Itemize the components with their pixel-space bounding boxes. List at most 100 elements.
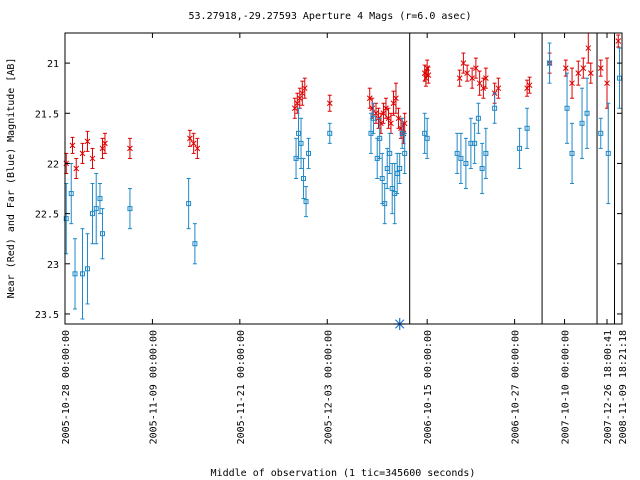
square-marker [303, 199, 309, 205]
data-point [298, 117, 304, 169]
data-point [389, 162, 395, 215]
data-point [547, 42, 553, 84]
square-marker [301, 176, 307, 181]
square-marker [598, 130, 604, 136]
x-marker [301, 85, 308, 92]
data-point [597, 59, 604, 77]
square-marker [186, 201, 192, 207]
square-marker [517, 145, 523, 151]
x-tick-label: 2007-12-26 18:00:41 [603, 330, 614, 444]
data-point [377, 117, 383, 159]
x-marker [395, 115, 402, 122]
data-point [562, 59, 569, 77]
data-point [617, 47, 623, 109]
data-point [299, 80, 306, 106]
data-point [293, 137, 299, 179]
data-point [99, 208, 105, 260]
data-point [385, 107, 392, 129]
square-marker [127, 206, 133, 212]
data-point [480, 77, 487, 99]
x-marker [84, 138, 91, 145]
series-0 [63, 32, 622, 179]
x-tick-label: 2006-10-15 00:00:00 [423, 330, 434, 444]
data-point [517, 127, 523, 169]
data-point [84, 233, 90, 305]
square-marker [379, 176, 385, 181]
x-marker [373, 110, 379, 117]
data-point [397, 152, 403, 185]
data-point [388, 112, 394, 134]
square-marker [547, 60, 553, 66]
data-point [69, 136, 76, 154]
square-marker [382, 201, 388, 207]
x-marker [99, 145, 106, 152]
data-point [89, 183, 95, 245]
x-tick-label: 2005-11-09 00:00:00 [148, 330, 159, 444]
data-point [401, 112, 408, 134]
square-marker [463, 160, 469, 166]
data-point [456, 69, 463, 87]
x-tick-label: 2005-11-21 00:00:00 [236, 330, 247, 444]
x-marker [190, 140, 197, 147]
data-point [460, 52, 467, 74]
data-point [526, 76, 533, 94]
square-marker [454, 150, 460, 156]
y-axis: 21 21.5 22 22.5 23 23.5 [35, 59, 622, 321]
data-point [387, 132, 393, 174]
data-point [473, 57, 479, 79]
data-point [575, 60, 582, 86]
data-point [402, 132, 408, 174]
data-point [524, 79, 530, 97]
square-marker [397, 165, 403, 171]
x-marker [526, 82, 533, 89]
data-point [194, 137, 201, 159]
square-marker [99, 231, 105, 237]
data-point [569, 67, 575, 99]
square-marker [84, 266, 90, 272]
data-point [306, 137, 312, 169]
x-marker [326, 100, 333, 107]
square-marker [63, 216, 69, 222]
data-point [458, 132, 464, 185]
data-point [395, 107, 402, 129]
data-point [294, 92, 301, 114]
square-marker [458, 155, 464, 161]
x-marker [425, 72, 432, 78]
data-point [186, 178, 192, 230]
data-point [605, 102, 611, 205]
data-point [394, 152, 400, 195]
x-marker [187, 135, 193, 142]
y-tick-label: 22.5 [35, 210, 59, 221]
data-point [291, 97, 298, 119]
square-marker [377, 135, 383, 141]
x-marker [480, 85, 487, 92]
data-point [99, 137, 106, 159]
data-point [190, 132, 197, 154]
series-1 [63, 42, 623, 320]
square-marker [569, 150, 575, 156]
x-marker [89, 155, 96, 162]
data-point [79, 228, 85, 320]
y-tick-label: 23 [47, 260, 59, 271]
y-tick-label: 21.5 [35, 109, 59, 120]
data-point [476, 70, 483, 96]
x-marker [291, 105, 298, 112]
x-marker [460, 60, 467, 66]
square-marker [79, 271, 85, 277]
data-point [370, 102, 376, 134]
data-point [326, 94, 333, 112]
data-point [479, 142, 485, 195]
data-point [187, 129, 193, 147]
data-point [569, 122, 575, 185]
x-marker [483, 75, 489, 82]
data-point [379, 152, 385, 205]
data-point [585, 32, 592, 64]
square-marker [564, 105, 570, 111]
data-point [424, 117, 430, 159]
data-point [127, 188, 133, 230]
x-marker [299, 90, 306, 97]
x-marker [604, 80, 610, 87]
y-tick-label: 22 [47, 159, 59, 170]
data-point [296, 87, 303, 109]
x-marker [569, 80, 575, 87]
